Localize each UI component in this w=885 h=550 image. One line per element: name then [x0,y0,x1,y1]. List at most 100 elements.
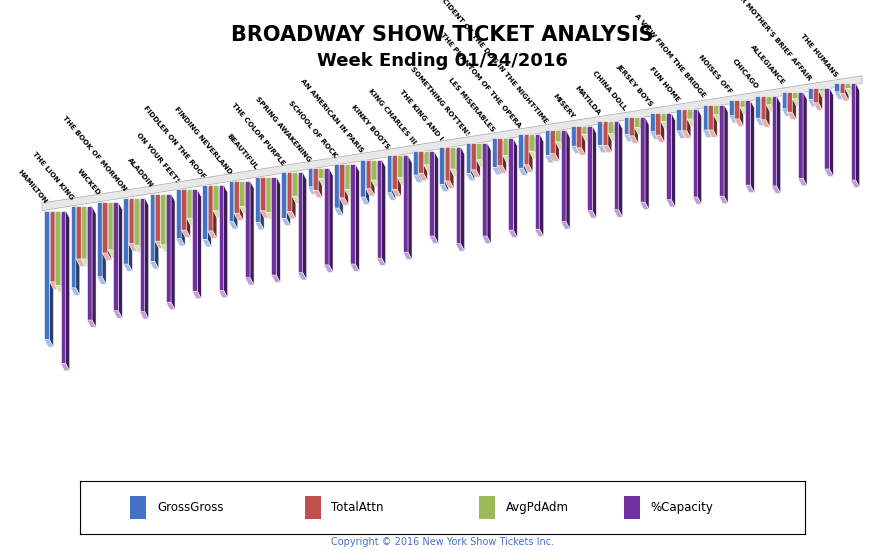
Polygon shape [781,92,787,109]
Polygon shape [672,113,675,207]
Text: NOISES OFF: NOISES OFF [697,54,733,95]
Polygon shape [766,104,775,112]
Polygon shape [71,206,76,288]
Polygon shape [123,198,128,264]
Polygon shape [123,264,133,272]
Polygon shape [203,185,207,239]
Polygon shape [824,87,828,98]
Text: BROADWAY SHOW TICKET ANALYSIS: BROADWAY SHOW TICKET ANALYSIS [231,25,654,45]
Polygon shape [766,96,772,104]
Polygon shape [650,113,655,131]
Polygon shape [476,142,481,178]
Polygon shape [324,168,327,186]
Polygon shape [687,109,692,119]
Polygon shape [219,290,227,298]
Polygon shape [76,259,85,267]
Polygon shape [329,168,333,272]
Polygon shape [108,250,117,257]
Polygon shape [55,211,59,289]
Polygon shape [192,189,197,291]
Polygon shape [376,160,381,188]
Polygon shape [219,185,224,290]
Polygon shape [245,278,254,285]
Polygon shape [297,172,301,204]
Polygon shape [640,117,643,135]
Polygon shape [97,202,102,277]
Polygon shape [213,185,217,239]
Polygon shape [376,160,381,258]
Polygon shape [403,252,412,260]
Polygon shape [745,185,754,192]
Polygon shape [808,87,813,100]
Polygon shape [244,181,249,214]
Polygon shape [308,187,317,194]
Polygon shape [413,175,422,183]
Polygon shape [155,194,158,269]
Polygon shape [135,245,143,253]
Text: OUR MOTHER'S BRIEF AFFAIR: OUR MOTHER'S BRIEF AFFAIR [731,0,812,82]
Polygon shape [213,211,222,218]
Polygon shape [529,134,533,172]
Polygon shape [128,198,133,272]
Polygon shape [87,206,90,267]
Polygon shape [413,151,418,175]
Polygon shape [392,156,396,200]
Polygon shape [845,83,849,101]
Polygon shape [713,104,719,115]
Polygon shape [640,202,649,210]
Polygon shape [44,211,50,339]
Polygon shape [645,117,649,210]
Polygon shape [703,130,712,138]
Polygon shape [381,160,386,266]
Polygon shape [735,119,743,126]
Polygon shape [503,139,506,173]
Polygon shape [635,128,643,135]
Polygon shape [208,231,217,239]
Polygon shape [729,100,735,116]
Polygon shape [497,166,506,173]
Polygon shape [529,151,538,159]
Polygon shape [787,92,791,116]
Polygon shape [481,142,487,236]
Polygon shape [240,206,249,214]
Polygon shape [260,177,264,230]
Polygon shape [150,261,158,269]
Polygon shape [544,156,554,163]
Polygon shape [350,164,354,197]
Polygon shape [466,173,475,181]
Polygon shape [661,113,666,122]
Text: %Capacity: %Capacity [650,501,713,514]
Polygon shape [192,291,202,299]
Polygon shape [435,151,438,244]
Polygon shape [155,241,165,249]
Polygon shape [108,202,112,261]
Bar [624,496,640,519]
Polygon shape [160,245,170,252]
Polygon shape [845,83,850,89]
Polygon shape [519,168,527,175]
Polygon shape [561,130,566,222]
Polygon shape [102,202,106,284]
Polygon shape [587,211,596,218]
Polygon shape [792,98,802,106]
Text: THE PHANTOM OF THE OPERA: THE PHANTOM OF THE OPERA [440,31,522,129]
Polygon shape [524,134,529,165]
Polygon shape [424,151,427,181]
Polygon shape [797,92,802,106]
Polygon shape [535,134,540,229]
Polygon shape [134,198,138,251]
Polygon shape [76,206,81,259]
Polygon shape [165,302,175,310]
Polygon shape [813,103,822,111]
Polygon shape [792,92,796,120]
Text: HAMILTON: HAMILTON [17,169,49,205]
Polygon shape [587,126,592,211]
Polygon shape [724,104,728,204]
Polygon shape [213,185,219,211]
Polygon shape [576,126,581,148]
Polygon shape [592,126,596,218]
Polygon shape [766,96,770,127]
Polygon shape [350,164,356,264]
Polygon shape [566,130,570,229]
Polygon shape [508,230,518,238]
